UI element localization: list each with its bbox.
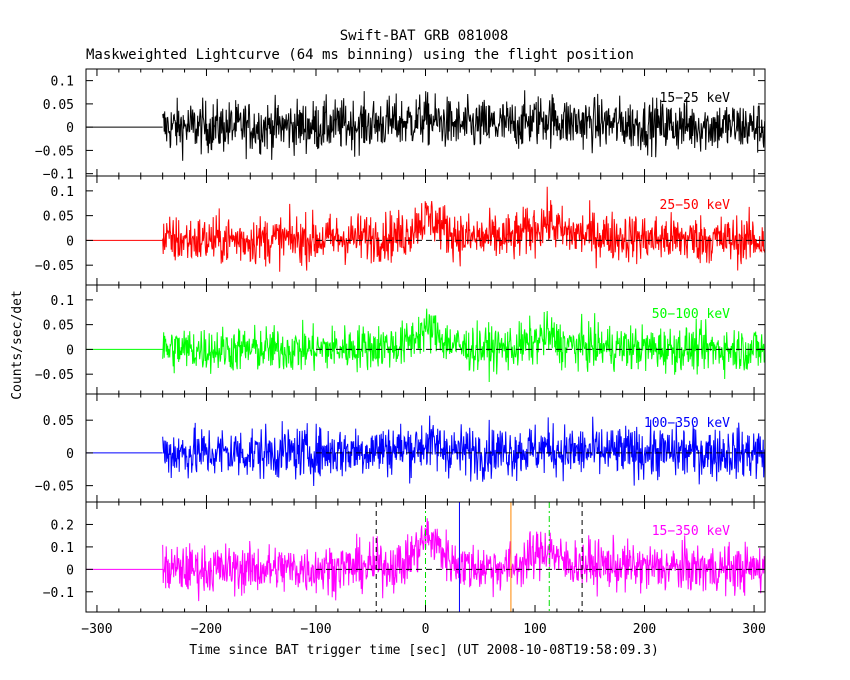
y-tick-label: 0.05 bbox=[43, 414, 74, 429]
x-tick-labels: −300 −200 −100 0 100 200 300 bbox=[81, 622, 765, 637]
y-tick-label: 0.2 bbox=[51, 518, 74, 533]
y-tick-label: 0.05 bbox=[43, 319, 74, 334]
series-data-group bbox=[86, 186, 765, 272]
panel-energy-label: 15−25 keV bbox=[660, 91, 731, 106]
panel-energy-label: 15−350 keV bbox=[652, 524, 730, 539]
series-data-group bbox=[86, 518, 765, 602]
series-data-group bbox=[86, 415, 765, 487]
x-tick-label: 300 bbox=[742, 622, 765, 637]
y-tick-label: 0.1 bbox=[51, 75, 74, 90]
y-tick-label: −0.05 bbox=[35, 480, 74, 495]
x-tick-label: 200 bbox=[633, 622, 656, 637]
lightcurve-series-line bbox=[162, 518, 765, 602]
y-tick-label: 0 bbox=[66, 343, 74, 358]
chart-subtitle: Maskweighted Lightcurve (64 ms binning) … bbox=[86, 47, 634, 63]
y-tick-label: 0.1 bbox=[51, 185, 74, 200]
x-tick-label: −300 bbox=[81, 622, 112, 637]
y-tick-label: −0.05 bbox=[35, 368, 74, 383]
y-tick-label: 0 bbox=[66, 563, 74, 578]
panel-4: −0.05 0 0.05 100−350 keV bbox=[35, 393, 766, 503]
x-tick-label: −200 bbox=[191, 622, 222, 637]
y-tick-label: 0.1 bbox=[51, 541, 74, 556]
y-tick-label: −0.05 bbox=[35, 144, 74, 159]
lightcurve-series-line bbox=[162, 308, 765, 383]
y-tick-label: 0 bbox=[66, 121, 74, 136]
panel-energy-label: 100−350 keV bbox=[644, 416, 730, 431]
lightcurve-series-line bbox=[162, 415, 765, 487]
y-tick-label: 0.1 bbox=[51, 294, 74, 309]
lightcurve-series-line bbox=[162, 186, 765, 272]
y-tick-label: 0 bbox=[66, 234, 74, 249]
x-tick-label: 0 bbox=[422, 622, 430, 637]
panel-2: −0.05 0 0.05 0.1 25−50 keV bbox=[35, 175, 766, 286]
y-tick-label: 0.05 bbox=[43, 98, 74, 113]
series-data-group bbox=[86, 308, 765, 383]
panel-3: −0.05 0 0.05 0.1 50−100 keV bbox=[35, 284, 766, 395]
chart-title: Swift-BAT GRB 081008 bbox=[340, 28, 509, 44]
y-tick-label: −0.05 bbox=[35, 259, 74, 274]
x-axis-label: Time since BAT trigger time [sec] (UT 20… bbox=[189, 643, 659, 658]
series-data-group bbox=[86, 90, 765, 161]
x-tick-label: −100 bbox=[300, 622, 331, 637]
panel-energy-label: 50−100 keV bbox=[652, 307, 730, 322]
x-tick-label: 100 bbox=[523, 622, 546, 637]
panel-energy-label: 25−50 keV bbox=[660, 198, 731, 213]
y-tick-label: −0.1 bbox=[43, 586, 74, 601]
y-tick-label: 0.05 bbox=[43, 210, 74, 225]
y-tick-label: 0 bbox=[66, 447, 74, 462]
panel-frame bbox=[85, 175, 766, 286]
y-tick-label: −0.1 bbox=[43, 168, 74, 183]
panel-5: −0.1 0 0.1 0.2 15−350 keV bbox=[43, 501, 766, 613]
y-axis-label: Counts/sec/det bbox=[10, 290, 25, 400]
panel-1: −0.1 −0.05 0 0.05 0.1 15−25 keV bbox=[35, 68, 766, 183]
lightcurve-series-line bbox=[162, 90, 765, 161]
panels-group: −0.1 −0.05 0 0.05 0.1 15−25 keV −0.05 0 0.05 0.1 2… bbox=[35, 68, 766, 613]
